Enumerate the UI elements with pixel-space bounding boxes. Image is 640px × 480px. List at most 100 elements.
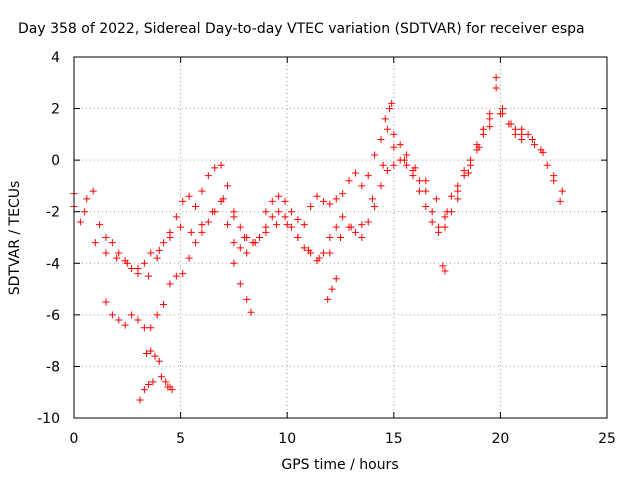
y-tick-label: -6 — [46, 308, 60, 324]
data-point — [255, 234, 263, 241]
data-point — [275, 192, 283, 200]
data-point — [332, 195, 340, 203]
y-axis-ticks: -10 -8 -6 -4 -2 0 2 4 — [37, 50, 607, 427]
y-tick-label: -4 — [46, 256, 60, 272]
data-point — [249, 239, 257, 247]
data-point — [155, 357, 163, 365]
data-point — [371, 203, 379, 211]
series-group — [102, 84, 526, 332]
plot-frame — [73, 56, 608, 419]
data-point — [115, 316, 123, 324]
data-point — [319, 197, 327, 205]
data-point — [243, 295, 251, 303]
data-point — [337, 234, 344, 241]
y-tick-label: 0 — [51, 153, 60, 169]
data-point — [198, 187, 206, 195]
y-tick-label: -2 — [46, 205, 60, 221]
data-point — [236, 244, 244, 252]
data-point — [486, 115, 494, 123]
data-point — [473, 146, 481, 154]
data-point — [326, 249, 334, 257]
data-point — [185, 254, 193, 262]
x-tick-label: 5 — [176, 431, 185, 447]
data-point — [351, 169, 359, 177]
data-point — [415, 177, 423, 185]
data-point — [351, 228, 359, 236]
data-point — [441, 213, 449, 221]
data-point — [262, 223, 270, 231]
data-point — [76, 218, 84, 226]
data-point — [140, 259, 148, 267]
data-point — [236, 223, 244, 231]
data-point — [140, 324, 148, 332]
data-point — [151, 352, 159, 360]
data-point — [492, 74, 500, 82]
series-group — [70, 110, 566, 280]
data-point — [345, 223, 353, 231]
data-point — [294, 215, 302, 223]
data-point — [147, 347, 155, 355]
data-point — [145, 272, 153, 280]
data-point — [115, 249, 123, 257]
y-tick-label: -8 — [46, 359, 60, 375]
data-point — [172, 272, 180, 280]
data-point — [204, 218, 212, 226]
data-point — [386, 105, 394, 113]
data-point — [81, 208, 89, 216]
data-point — [121, 321, 129, 329]
data-point — [499, 110, 507, 118]
data-point — [140, 386, 148, 394]
data-point — [147, 249, 155, 257]
data-point — [275, 208, 283, 216]
data-point — [319, 249, 327, 257]
data-point — [91, 239, 99, 247]
data-point — [388, 99, 396, 107]
data-point — [198, 228, 206, 236]
data-point — [326, 200, 334, 208]
data-point — [371, 151, 379, 159]
data-point — [379, 161, 387, 169]
data-point — [441, 223, 449, 231]
data-point — [537, 146, 545, 154]
data-point — [383, 125, 391, 133]
data-point — [454, 187, 462, 195]
x-tick-label: 0 — [70, 431, 79, 447]
data-point — [345, 177, 353, 185]
data-point — [142, 350, 150, 358]
data-point — [230, 208, 238, 216]
data-point — [409, 172, 417, 180]
data-point — [236, 280, 244, 288]
data-point — [192, 203, 200, 211]
data-point — [155, 246, 163, 254]
data-point — [121, 257, 129, 265]
data-point — [153, 254, 161, 262]
data-point — [230, 259, 238, 267]
data-point — [422, 203, 430, 211]
data-point — [550, 177, 558, 185]
data-point — [211, 164, 219, 172]
data-point — [113, 254, 121, 262]
data-point — [377, 136, 385, 144]
data-point — [454, 195, 462, 203]
data-point — [332, 223, 340, 231]
data-point — [339, 213, 347, 221]
data-point — [128, 311, 136, 319]
data-point — [179, 270, 187, 278]
data-point — [198, 221, 206, 229]
data-point — [528, 136, 536, 144]
data-point — [281, 197, 289, 205]
data-point — [83, 195, 91, 203]
x-tick-label: 25 — [598, 431, 616, 447]
data-point — [441, 267, 449, 275]
data-point — [164, 383, 172, 391]
data-point — [358, 234, 366, 241]
data-point — [447, 208, 455, 216]
data-point — [177, 223, 185, 231]
data-point — [313, 257, 321, 265]
data-point — [134, 316, 142, 324]
data-point — [447, 192, 455, 200]
data-point — [326, 234, 334, 241]
data-point — [403, 151, 411, 159]
data-point — [396, 141, 404, 149]
